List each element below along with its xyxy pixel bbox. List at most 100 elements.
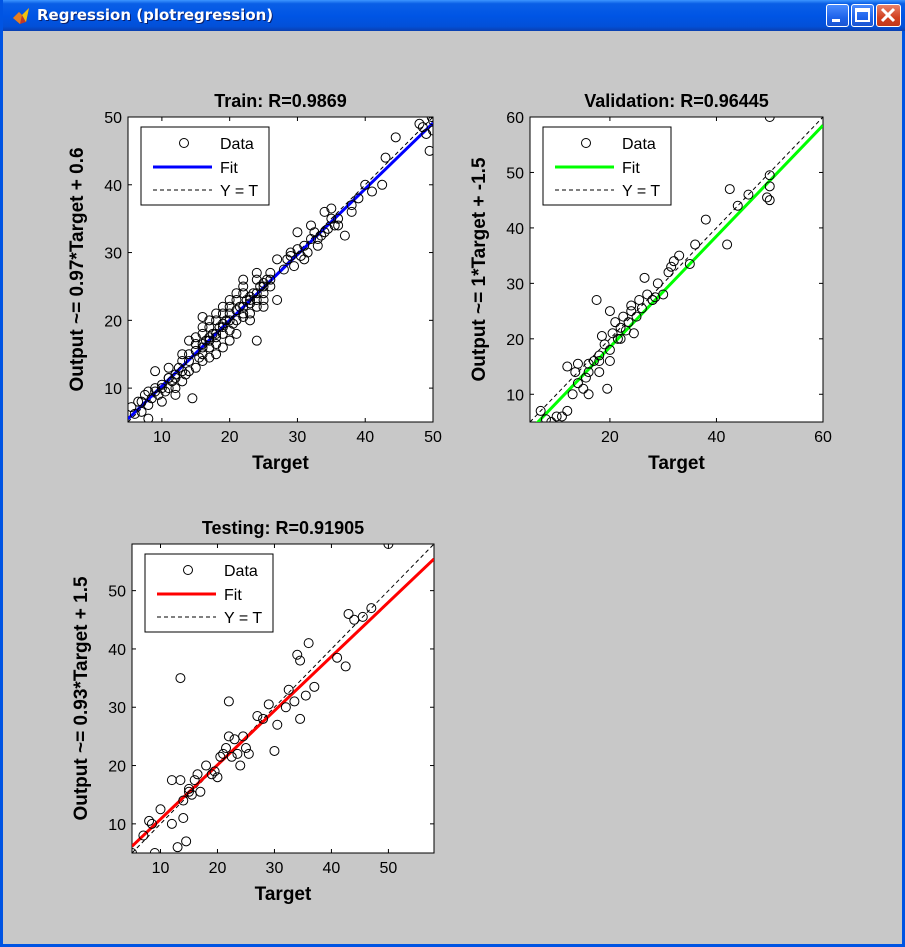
data-point [136,406,147,417]
data-point [666,261,677,272]
data-point [190,345,201,356]
data-point [251,274,262,285]
data-point [146,818,157,829]
close-button[interactable] [876,4,901,27]
legend-label-identity: Y = T [224,610,262,627]
chart-2: 10 20 30 40 50 10 20 30 40 50 Testing: R=0.91905 Ta… [71,518,435,905]
data-point [248,288,259,299]
data-point [580,372,591,383]
data-point [306,220,316,231]
data-point [316,230,327,241]
data-point [628,328,639,339]
data-point [153,389,164,400]
data-point [184,335,194,346]
data-point [245,308,255,319]
x-tick-label: 40 [708,429,726,446]
data-point [299,240,310,251]
matlab-icon [13,8,29,24]
x-tick-label: 10 [152,860,170,877]
title-bar[interactable]: Regression (plotregression) [3,0,905,31]
y-tick-label: 30 [506,276,524,293]
data-point [170,383,181,394]
x-tick-label: 50 [380,860,398,877]
y-tick-label: 30 [104,246,122,263]
data-point [197,349,208,360]
data-point [357,611,368,622]
data-point [668,256,679,267]
data-point [764,117,775,122]
data-point [197,328,208,339]
x-tick-label: 30 [289,429,307,446]
data-point [231,328,242,339]
data-point [212,772,223,783]
data-point [414,118,425,129]
y-tick-label: 40 [506,221,524,238]
data-point [663,267,674,278]
data-point [258,288,269,299]
data-point [197,342,208,353]
data-point [221,743,232,754]
data-point [173,362,184,373]
y-tick-label: 30 [108,700,126,717]
data-point [232,748,243,759]
data-point [340,661,351,672]
legend-label-data: Data [224,563,258,580]
data-point [615,322,626,333]
data-point [211,349,222,360]
data-point [245,295,255,305]
data-point [312,234,323,244]
chart-title: Train: R=0.9869 [214,91,347,111]
identity-line [530,117,823,422]
data-point [540,414,551,422]
legend-label-fit: Fit [224,587,242,604]
data-point [204,352,215,363]
y-tick-label: 10 [108,817,126,834]
data-point [197,311,208,322]
data-point [224,325,235,336]
data-point [136,396,147,407]
data-point [333,220,344,231]
data-point [265,267,276,278]
data-point [170,372,181,383]
data-point [156,383,167,394]
data-point [594,350,605,361]
data-point [762,192,773,203]
data-point [211,328,222,339]
data-point [269,745,280,756]
data-point [329,220,340,231]
data-point [658,289,669,300]
data-point [217,328,228,339]
data-point [245,291,255,302]
data-point [572,378,583,389]
data-point [251,288,262,299]
data-point [170,389,181,400]
data-point [604,306,615,317]
data-point [235,760,246,771]
data-point [231,305,242,316]
data-point [206,769,217,780]
data-point [211,308,222,319]
maximize-button[interactable] [851,4,874,27]
data-point [155,804,166,815]
data-point [238,731,249,742]
data-point [224,315,235,326]
minimize-icon [832,19,840,22]
data-point [322,223,333,234]
data-point [289,261,300,272]
data-point [535,405,546,416]
data-point [183,783,194,794]
data-point [238,288,249,299]
data-point [424,145,433,156]
data-point [189,775,200,786]
chart-1: 20 40 60 10 20 30 40 50 60 Validation: R=0.96445 T… [469,91,832,474]
data-point [224,308,235,319]
data-point [684,258,695,269]
data-point [390,132,401,143]
data-point [245,298,255,309]
minimize-button[interactable] [826,4,849,27]
data-point [380,152,391,163]
data-point [319,206,330,217]
close-icon [880,7,896,23]
chart-title: Testing: R=0.91905 [202,518,364,538]
data-point [602,383,613,394]
